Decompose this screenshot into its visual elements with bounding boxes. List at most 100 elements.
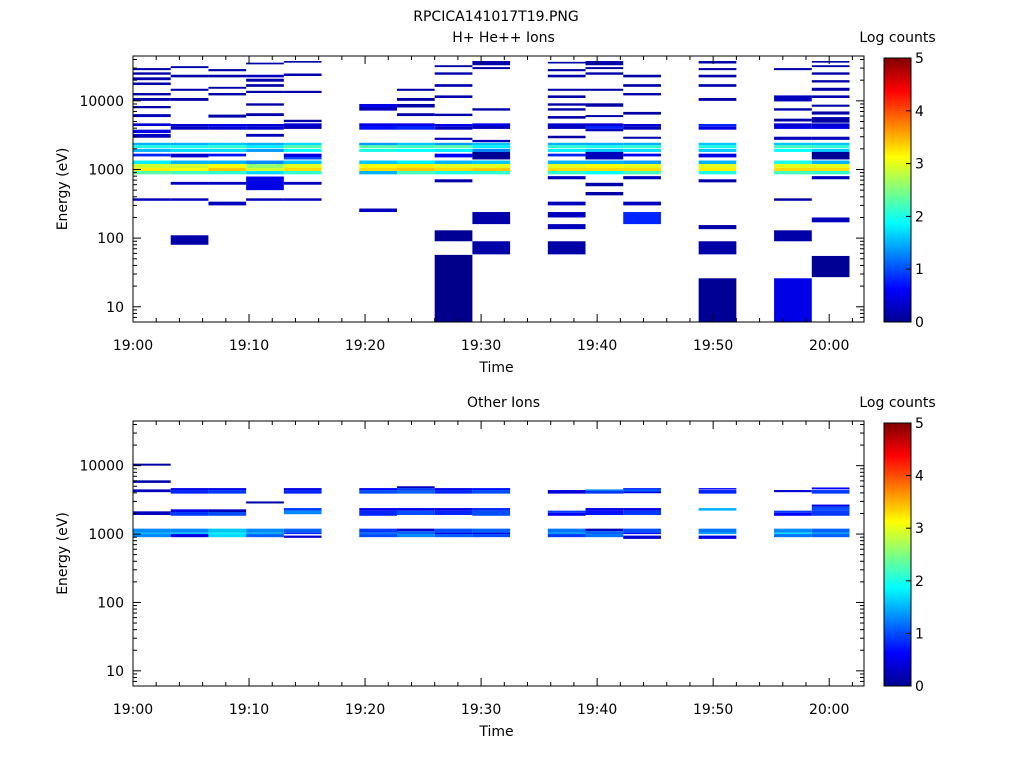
heatmap-cell (623, 84, 661, 87)
heatmap-cell (396, 510, 435, 515)
heatmap-cell (623, 153, 661, 157)
heatmap-cell (623, 532, 661, 535)
heatmap-cell (585, 168, 624, 172)
heatmap-cell (434, 230, 473, 242)
heatmap-cell (547, 490, 586, 492)
heatmap-cell (170, 528, 209, 533)
heatmap-cell (208, 488, 247, 491)
heatmap-cell (133, 72, 171, 75)
heatmap-cell (208, 148, 247, 152)
heatmap-cell (547, 145, 586, 149)
heatmap-cell (811, 123, 850, 126)
heatmap-cell (547, 171, 586, 175)
heatmap-cell (170, 509, 209, 513)
heatmap-cell (283, 168, 322, 172)
heatmap-cell (811, 504, 850, 507)
heatmap-cell (133, 114, 171, 118)
heatmap-cell (774, 68, 812, 71)
heatmap-cell (774, 278, 812, 322)
heatmap-cell (547, 212, 586, 218)
heatmap-cell (246, 133, 284, 137)
heatmap-cell (208, 168, 247, 172)
y-tick-label: 10 (106, 300, 124, 316)
panel-title: Other Ions (467, 395, 540, 411)
heatmap-cell (246, 78, 284, 82)
heatmap-cell (208, 69, 247, 72)
heatmap-cell (623, 488, 661, 490)
heatmap-cell (547, 164, 586, 169)
heatmap-cell (246, 126, 284, 130)
heatmap-cell (434, 164, 473, 169)
heatmap-cell (585, 510, 624, 515)
colorbar-tick-label: 4 (915, 469, 924, 485)
heatmap-cell (208, 528, 247, 533)
heatmap-cell (359, 508, 397, 511)
heatmap-cell (698, 164, 737, 169)
heatmap-cell (585, 191, 624, 196)
heatmap-cell (283, 528, 322, 533)
heatmap-cell (396, 490, 435, 494)
heatmap-cell (133, 142, 171, 146)
heatmap-cell (472, 510, 511, 516)
heatmap-cell (359, 510, 397, 516)
heatmap-cell (547, 88, 586, 91)
heatmap-cell (623, 126, 661, 130)
panel-title: H+ He++ Ions (452, 30, 555, 46)
heatmap-cell (547, 512, 586, 516)
heatmap-cell (698, 68, 737, 71)
heatmap-cell (283, 532, 322, 535)
heatmap-cell (811, 176, 850, 180)
heatmap-cell (396, 88, 435, 91)
heatmap-cell (623, 111, 661, 115)
heatmap-cell (811, 164, 850, 169)
heatmap-cell (434, 65, 473, 68)
heatmap-cell (246, 532, 284, 535)
heatmap-cell (472, 532, 511, 535)
heatmap-cell (133, 168, 171, 172)
heatmap-cell (811, 80, 850, 83)
heatmap-cell (472, 61, 511, 66)
heatmap-cell (208, 512, 247, 516)
heatmap-cell (585, 128, 624, 132)
heatmap-cell (623, 528, 661, 533)
heatmap-cell (547, 224, 586, 230)
plot-frame (132, 55, 865, 323)
heatmap-cell (359, 164, 397, 169)
x-tick-label: 19:40 (577, 338, 617, 354)
heatmap-cell (133, 164, 171, 169)
heatmap-cell (547, 168, 586, 172)
colorbar-tick-label: 1 (915, 262, 924, 278)
heatmap-cell (246, 84, 284, 87)
heatmap-cell (698, 145, 737, 149)
heatmap-cell (208, 181, 247, 185)
heatmap-cell (811, 148, 850, 152)
heatmap-cell (547, 135, 586, 139)
heatmap-cell (246, 501, 284, 504)
heatmap-cell (698, 142, 737, 146)
heatmap-cell (774, 510, 812, 513)
heatmap-cell (774, 142, 812, 146)
heatmap-cell (623, 176, 661, 180)
heatmap-cell (170, 181, 209, 185)
heatmap-cell (283, 181, 322, 185)
heatmap-cell (585, 489, 624, 491)
heatmap-cell (434, 72, 473, 75)
heatmap-cell (585, 528, 624, 532)
heatmap-cell (396, 103, 435, 108)
heatmap-cell (623, 74, 661, 78)
heatmap-cell (434, 528, 473, 533)
colorbar: Log counts 0 1 2 3 4 5 (859, 395, 935, 695)
heatmap-cell (472, 508, 511, 511)
heatmap-cell (698, 528, 737, 533)
heatmap-cell (170, 512, 209, 516)
heatmap-cell (133, 77, 171, 81)
heatmap-cell (208, 160, 247, 165)
heatmap-cell (133, 480, 171, 483)
heatmap-cell (472, 67, 511, 70)
heatmap-cell (133, 532, 171, 535)
heatmap-cell (698, 84, 737, 87)
heatmap-cell (472, 171, 511, 175)
heatmap-cell (133, 528, 171, 533)
heatmap-cell (283, 73, 322, 77)
heatmap-cell (434, 153, 473, 158)
